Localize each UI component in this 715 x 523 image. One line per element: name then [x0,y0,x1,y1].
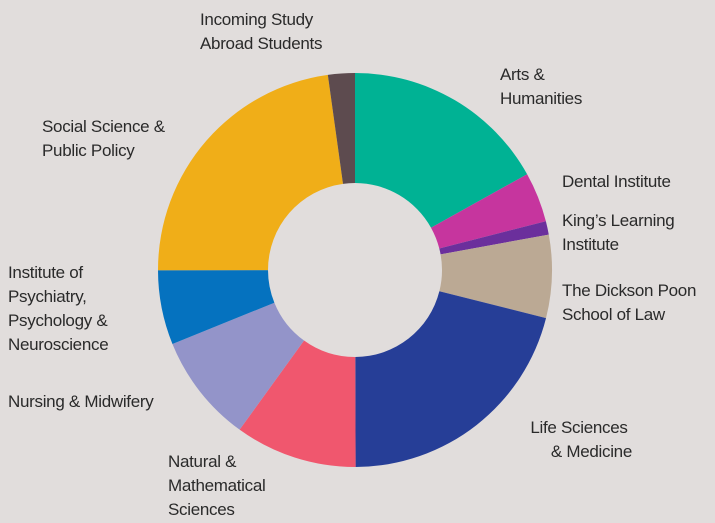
donut-slice [355,291,547,467]
slice-label: Arts & Humanities [500,65,582,108]
slice-label: Natural & Mathematical Sciences [168,452,270,519]
slice-label: Nursing & Midwifery [8,392,154,411]
slice-label: Institute of Psychiatry, Psychology & Ne… [8,263,112,354]
slice-label: Incoming Study Abroad Students [200,10,322,53]
donut-slice [439,221,549,255]
slice-label: Life Sciences & Medicine [530,418,632,461]
donut-slice [239,340,356,467]
donut-slice [172,302,305,430]
donut-slice [158,270,275,345]
slice-label: Dental Institute [562,172,671,191]
donut-slice [355,73,528,228]
donut-slice [431,174,546,249]
slice-label: Social Science & Public Policy [42,117,169,160]
slice-label: The Dickson Poon School of Law [562,281,701,324]
slice-label: King’s Learning Institute [562,211,679,254]
donut-slice [439,234,552,319]
donut-slice [327,73,355,184]
donut-slice [158,74,344,271]
